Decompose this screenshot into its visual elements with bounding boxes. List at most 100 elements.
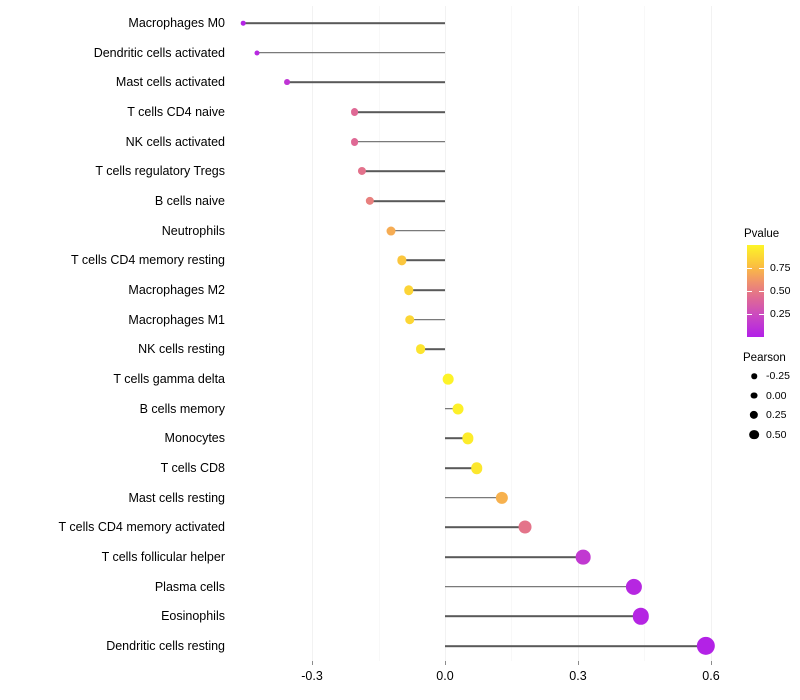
x-tick-label: 0.3 — [569, 669, 587, 683]
stem — [445, 467, 477, 469]
data-point — [518, 520, 532, 534]
y-axis-label: Neutrophils — [161, 223, 225, 238]
y-axis-label: NK cells activated — [125, 134, 225, 149]
y-axis-label: B cells naive — [154, 194, 225, 209]
gridline — [710, 6, 712, 661]
y-axis-label: T cells CD8 — [160, 461, 225, 476]
y-axis-label: Dendritic cells activated — [93, 45, 225, 60]
minor-gridline — [511, 6, 513, 661]
pvalue-legend-tick-label: 0.25 — [770, 308, 791, 320]
pearson-legend-dot — [751, 373, 757, 379]
gridline — [312, 6, 313, 661]
stem — [445, 615, 641, 618]
y-axis-label: Macrophages M0 — [128, 16, 225, 30]
stem — [420, 348, 445, 351]
x-tick-mark — [445, 661, 446, 665]
stem — [445, 556, 583, 558]
y-axis-label: Monocytes — [164, 431, 225, 446]
stem — [369, 200, 445, 202]
data-point — [241, 20, 246, 26]
stem — [287, 81, 445, 84]
y-axis-label: B cells memory — [139, 401, 225, 416]
data-point — [404, 314, 415, 325]
stem — [408, 289, 445, 291]
data-point — [357, 167, 366, 176]
pearson-legend-tick-label: 0.25 — [766, 409, 787, 421]
x-tick-label: 0.6 — [702, 669, 720, 683]
data-point — [625, 578, 642, 595]
pvalue-legend-tick-label: 0.75 — [770, 262, 791, 274]
data-point — [495, 491, 508, 504]
pearson-legend-tick-label: 0.00 — [766, 389, 787, 402]
x-tick-label: 0.0 — [436, 669, 454, 683]
pearson-legend-dot — [750, 392, 758, 399]
minor-gridline — [644, 6, 646, 661]
stem — [257, 51, 445, 54]
pvalue-legend-tick-mark — [759, 314, 764, 315]
pvalue-legend-tick-mark — [747, 314, 752, 315]
stem — [409, 318, 445, 321]
pvalue-legend-tick-mark — [747, 268, 752, 269]
data-point — [254, 50, 260, 56]
pvalue-legend-tick-mark — [759, 291, 764, 292]
data-point — [386, 226, 396, 236]
stem — [445, 585, 634, 588]
pvalue-legend-tick-label: 0.50 — [770, 285, 791, 297]
stem — [445, 496, 502, 499]
x-tick-mark — [312, 661, 313, 665]
data-point — [350, 137, 359, 146]
y-axis-label: Plasma cells — [154, 579, 225, 594]
data-point — [415, 344, 426, 355]
y-axis-label: T cells CD4 memory resting — [71, 253, 225, 268]
y-axis-label: T cells gamma delta — [113, 372, 225, 387]
x-tick-mark — [577, 661, 579, 665]
pvalue-legend-tick-mark — [759, 268, 764, 269]
stem — [401, 259, 445, 262]
y-axis-label: T cells CD4 naive — [127, 105, 225, 119]
stem — [361, 170, 445, 173]
minor-gridline — [378, 6, 380, 661]
data-point — [696, 636, 715, 656]
stem — [391, 229, 445, 232]
y-axis-label: Macrophages M2 — [128, 283, 225, 298]
stem — [354, 111, 445, 113]
data-point — [442, 373, 454, 385]
gridline — [577, 6, 579, 661]
stem — [445, 526, 525, 529]
y-axis-label: T cells regulatory Tregs — [95, 164, 225, 179]
x-tick-mark — [710, 661, 712, 665]
data-point — [462, 432, 474, 445]
y-axis-label: Eosinophils — [161, 609, 225, 624]
stem — [445, 437, 469, 440]
data-point — [632, 608, 650, 625]
y-axis-label: T cells CD4 memory activated — [58, 520, 226, 535]
y-axis-label: Mast cells activated — [115, 75, 225, 90]
data-point — [575, 549, 591, 565]
stem — [445, 645, 706, 647]
stem — [445, 407, 458, 410]
data-point — [403, 285, 414, 295]
pearson-legend-tick-label: -0.25 — [766, 370, 790, 382]
data-point — [471, 462, 483, 474]
y-axis-label: Macrophages M1 — [128, 312, 225, 327]
stem — [243, 22, 445, 24]
pearson-legend-title: Pearson — [743, 352, 786, 364]
pearson-legend-dot — [749, 410, 759, 420]
pvalue-legend-tick-mark — [747, 291, 752, 292]
data-point — [396, 255, 407, 266]
data-point — [365, 196, 374, 206]
data-point — [452, 403, 464, 415]
y-axis-label: NK cells resting — [138, 342, 225, 357]
data-point — [284, 79, 291, 86]
stem — [354, 140, 445, 143]
pearson-legend-dot — [749, 429, 759, 440]
pvalue-legend-title: Pvalue — [744, 228, 780, 240]
pearson-legend-tick-label: 0.50 — [766, 428, 787, 441]
gridline — [445, 6, 446, 661]
y-axis-label: Dendritic cells resting — [106, 639, 225, 654]
data-point — [350, 108, 359, 116]
y-axis-label: T cells follicular helper — [101, 550, 225, 565]
x-tick-label: -0.3 — [301, 669, 323, 683]
y-axis-label: Mast cells resting — [128, 490, 225, 505]
